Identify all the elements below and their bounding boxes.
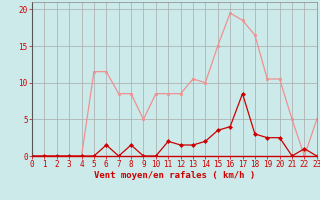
X-axis label: Vent moyen/en rafales ( km/h ): Vent moyen/en rafales ( km/h ) [94,171,255,180]
